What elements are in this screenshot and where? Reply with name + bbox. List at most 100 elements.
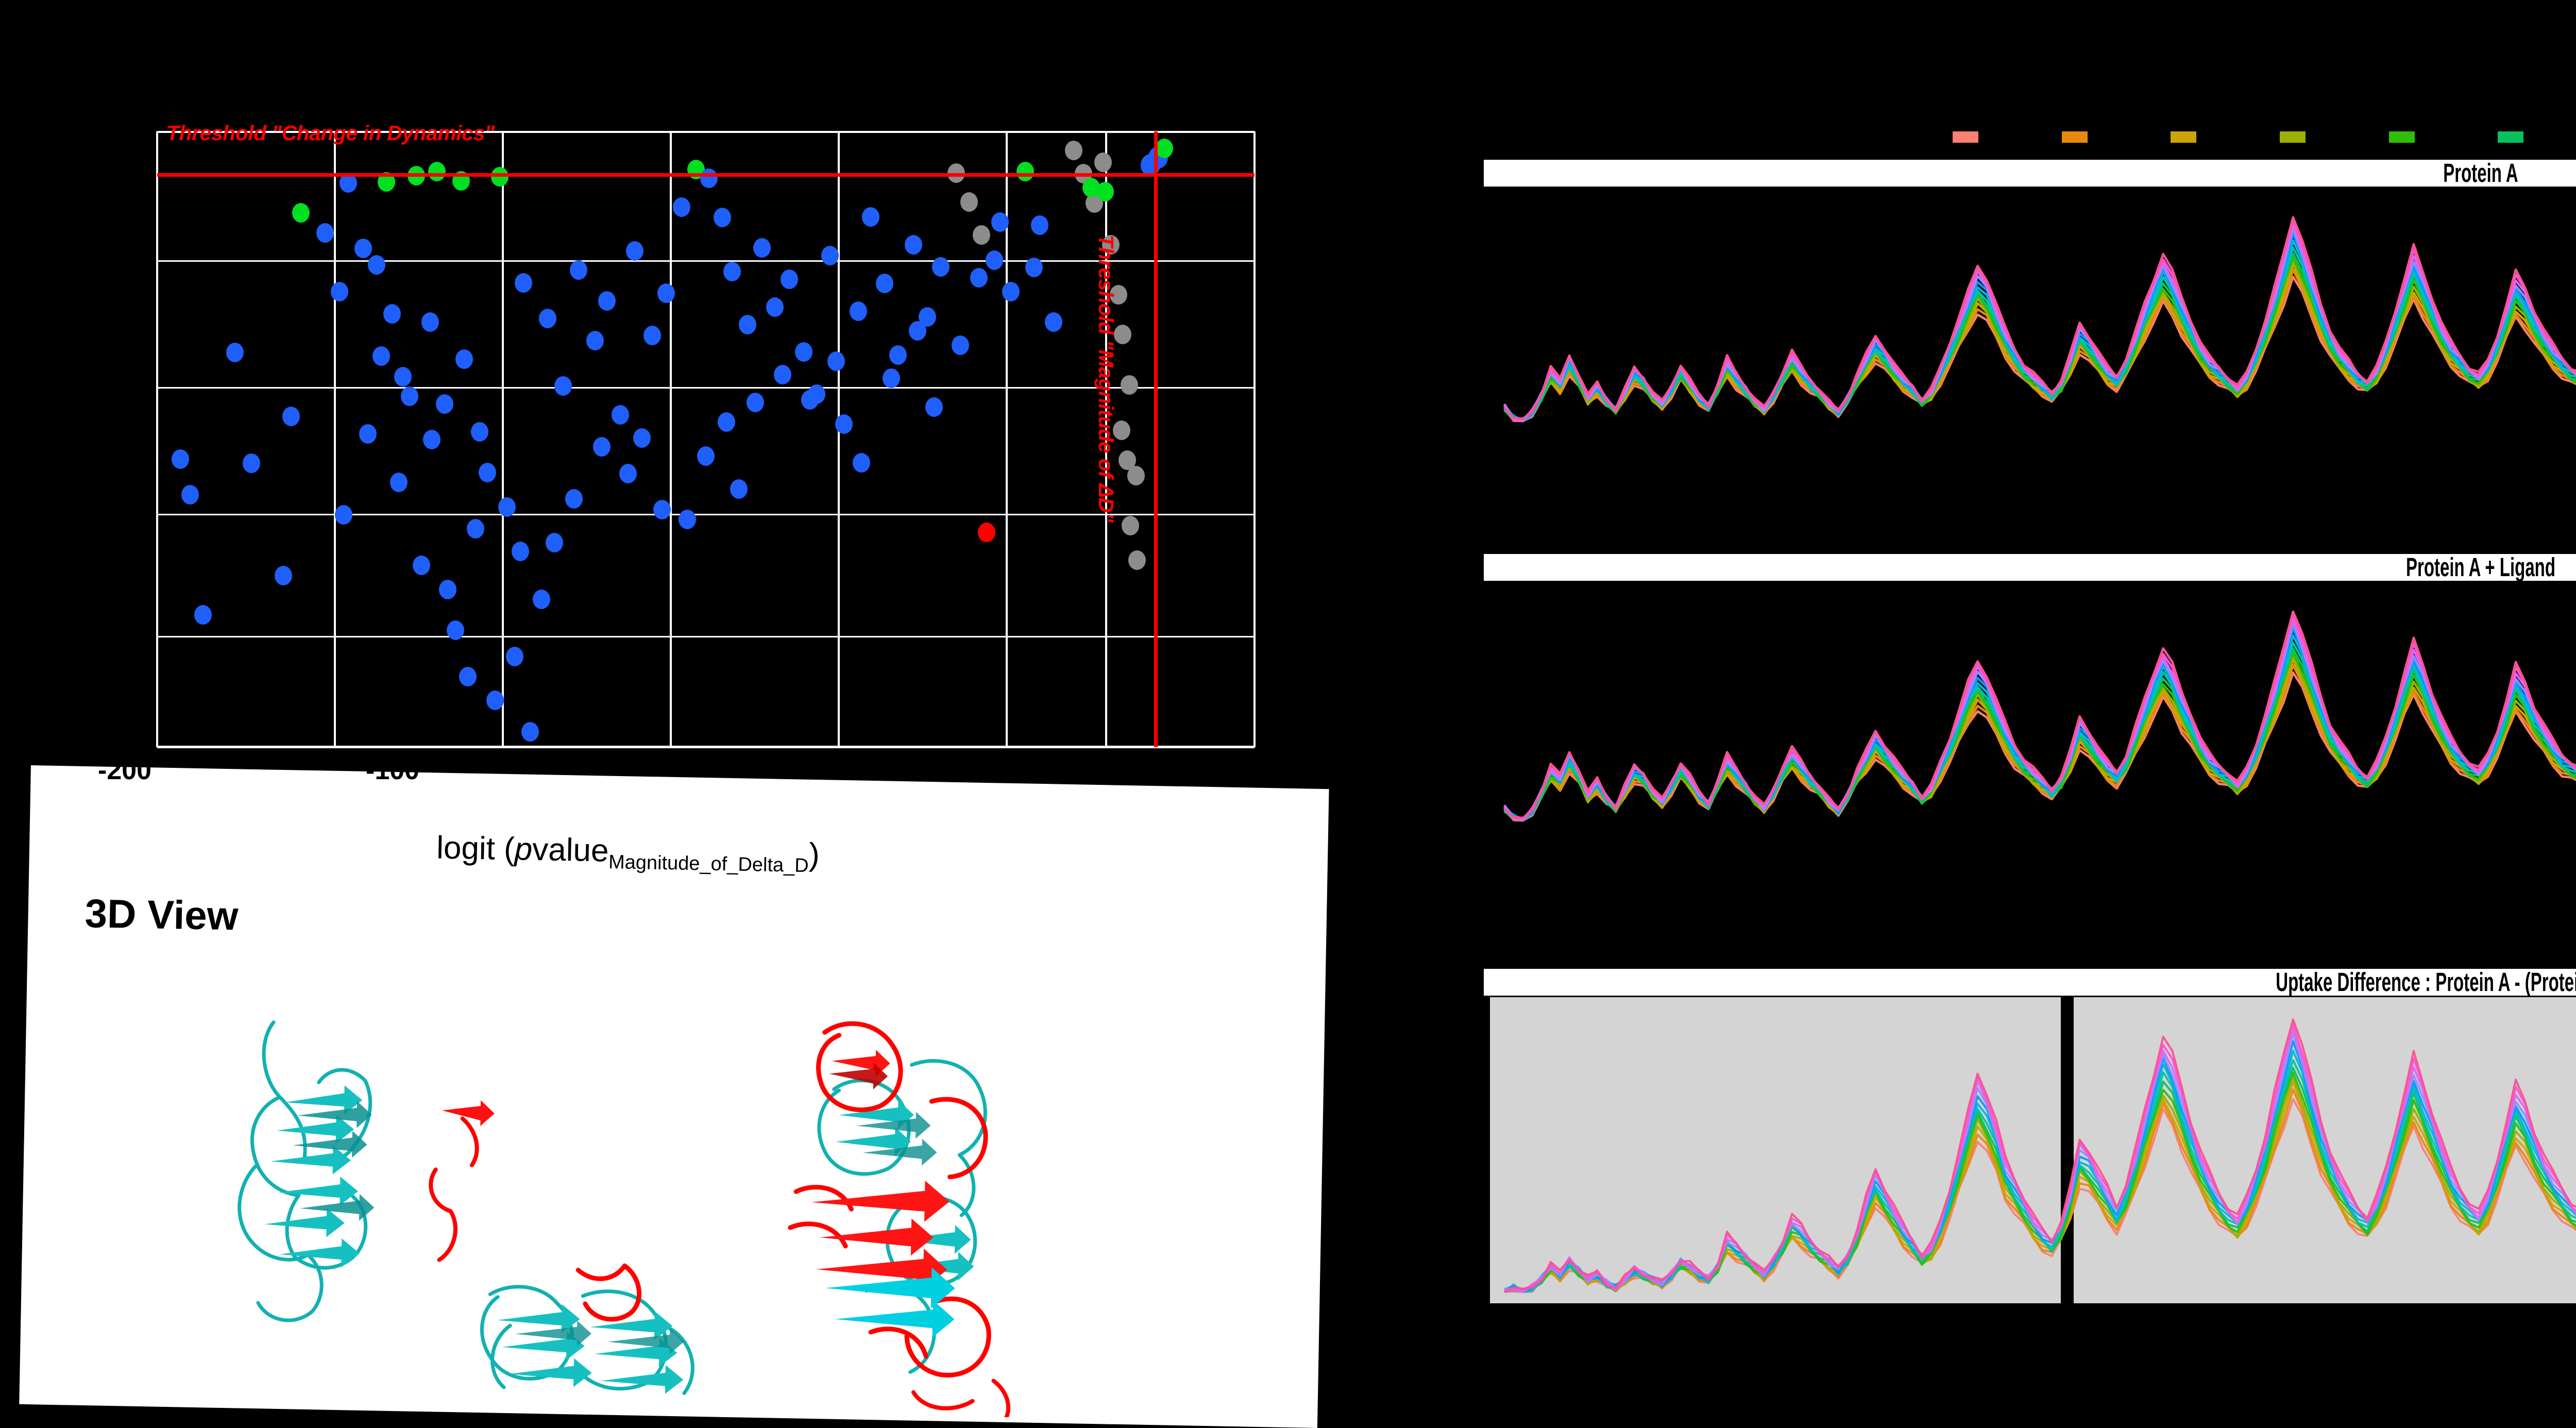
scatter-point[interactable] bbox=[546, 533, 564, 553]
scatter-point[interactable] bbox=[400, 386, 418, 406]
scatter-point[interactable] bbox=[428, 161, 446, 181]
timepoint-legend[interactable] bbox=[1953, 131, 2576, 147]
scatter-point[interactable] bbox=[697, 446, 715, 466]
scatter-point[interactable] bbox=[421, 312, 439, 332]
legend-swatch-3[interactable] bbox=[2171, 131, 2196, 143]
scatter-point[interactable] bbox=[565, 489, 583, 509]
scatter-point[interactable] bbox=[413, 556, 431, 576]
scatter-point[interactable] bbox=[972, 225, 990, 245]
scatter-point[interactable] bbox=[1064, 141, 1082, 161]
scatter-point[interactable] bbox=[780, 269, 798, 289]
scatter-point[interactable] bbox=[657, 283, 675, 304]
scatter-point[interactable] bbox=[986, 250, 1004, 270]
scatter-point[interactable] bbox=[746, 392, 764, 412]
scatter-point[interactable] bbox=[774, 365, 792, 385]
scatter-point[interactable] bbox=[723, 262, 741, 282]
scatter-point[interactable] bbox=[653, 499, 671, 519]
scatter-point[interactable] bbox=[354, 239, 372, 259]
legend-swatch-6[interactable] bbox=[2498, 131, 2523, 143]
scatter-point[interactable] bbox=[359, 424, 377, 444]
scatter-point[interactable] bbox=[960, 192, 978, 212]
scatter-point[interactable] bbox=[1030, 215, 1048, 235]
scatter-point[interactable] bbox=[1114, 325, 1132, 345]
scatter-point[interactable] bbox=[282, 407, 300, 427]
scatter-point[interactable] bbox=[339, 173, 357, 193]
scatter-point[interactable] bbox=[718, 412, 736, 432]
scatter-point[interactable] bbox=[368, 255, 385, 275]
scatter-point[interactable] bbox=[422, 429, 440, 449]
scatter-point[interactable] bbox=[389, 473, 408, 493]
scatter-point[interactable] bbox=[625, 241, 643, 261]
scatter-point[interactable] bbox=[1113, 420, 1131, 440]
scatter-point[interactable] bbox=[827, 351, 845, 371]
scatter-point[interactable] bbox=[678, 509, 696, 529]
scatter-point[interactable] bbox=[598, 291, 616, 311]
scatter-point[interactable] bbox=[506, 647, 524, 667]
scatter-point[interactable] bbox=[1121, 375, 1139, 395]
scatter-point[interactable] bbox=[853, 452, 871, 473]
scatter-point[interactable] bbox=[835, 414, 853, 434]
scatter-point[interactable] bbox=[850, 301, 868, 321]
scatter-point[interactable] bbox=[1109, 284, 1127, 305]
scatter-point[interactable] bbox=[1101, 234, 1120, 255]
scatter-point[interactable] bbox=[794, 342, 812, 362]
scatter-point[interactable] bbox=[991, 212, 1009, 232]
scatter-point[interactable] bbox=[171, 449, 189, 469]
scatter-point[interactable] bbox=[882, 368, 900, 389]
scatter-point[interactable] bbox=[486, 691, 504, 711]
uptake-trace-svg-2[interactable] bbox=[1484, 581, 2576, 833]
scatter-point[interactable] bbox=[673, 197, 691, 217]
scatter-point[interactable] bbox=[471, 422, 489, 442]
scatter-point[interactable] bbox=[1025, 258, 1043, 278]
scatter-point[interactable] bbox=[383, 304, 401, 324]
scatter-point[interactable] bbox=[1094, 152, 1112, 172]
scatter-point[interactable] bbox=[766, 297, 784, 317]
scatter-point[interactable] bbox=[643, 325, 661, 345]
scatter-point[interactable] bbox=[466, 518, 484, 539]
scatter-point[interactable] bbox=[909, 321, 927, 341]
scatter-point[interactable] bbox=[532, 590, 550, 610]
uptake-trace-svg-3[interactable] bbox=[1484, 996, 2576, 1305]
scatter-point[interactable] bbox=[1127, 466, 1145, 485]
scatter-point[interactable] bbox=[554, 376, 572, 396]
scatter-point[interactable] bbox=[592, 436, 611, 457]
scatter-point[interactable] bbox=[439, 580, 457, 600]
scatter-point[interactable] bbox=[292, 203, 310, 223]
scatter-point[interactable] bbox=[479, 463, 497, 483]
scatter-point[interactable] bbox=[713, 208, 731, 228]
scatter-point[interactable] bbox=[226, 343, 244, 362]
scatter-point[interactable] bbox=[730, 479, 748, 499]
scatter-point[interactable] bbox=[700, 168, 718, 188]
scatter-point[interactable] bbox=[904, 234, 922, 255]
scatter-point[interactable] bbox=[274, 565, 292, 585]
scatter-point[interactable] bbox=[243, 453, 261, 474]
scatter-point[interactable] bbox=[455, 349, 473, 369]
scatter-point[interactable] bbox=[459, 666, 477, 686]
three-d-view-card[interactable]: logit (pvalueMagnitude_of_Delta_D) 3D Vi… bbox=[19, 765, 1329, 1428]
scatter-point[interactable] bbox=[447, 620, 465, 640]
legend-swatch-2[interactable] bbox=[2062, 131, 2088, 143]
scatter-point[interactable] bbox=[372, 346, 390, 366]
scatter-point[interactable] bbox=[521, 722, 539, 742]
scatter-point[interactable] bbox=[821, 246, 839, 266]
scatter-point[interactable] bbox=[512, 541, 530, 561]
scatter-point[interactable] bbox=[753, 238, 771, 258]
scatter-point[interactable] bbox=[330, 281, 348, 301]
scatter-point[interactable] bbox=[931, 257, 950, 277]
legend-swatch-5[interactable] bbox=[2389, 131, 2415, 143]
uptake-trace-svg-1[interactable] bbox=[1484, 187, 2576, 434]
scatter-point[interactable] bbox=[586, 331, 604, 351]
scatter-point[interactable] bbox=[1045, 312, 1063, 332]
scatter-point[interactable] bbox=[970, 268, 988, 288]
scatter-point[interactable] bbox=[498, 497, 516, 517]
scatter-point[interactable] bbox=[1128, 550, 1146, 570]
scatter-point[interactable] bbox=[490, 167, 509, 187]
legend-swatch-4[interactable] bbox=[2280, 131, 2306, 143]
scatter-point[interactable] bbox=[861, 207, 879, 227]
scatter-point[interactable] bbox=[1002, 281, 1020, 301]
scatter-point[interactable] bbox=[436, 394, 454, 414]
volcano-scatter-area[interactable]: Threshold "Change in Dynamics" Threshold… bbox=[156, 121, 1256, 748]
scatter-point[interactable] bbox=[889, 345, 907, 365]
scatter-point[interactable] bbox=[633, 428, 651, 448]
scatter-point[interactable] bbox=[539, 309, 557, 329]
